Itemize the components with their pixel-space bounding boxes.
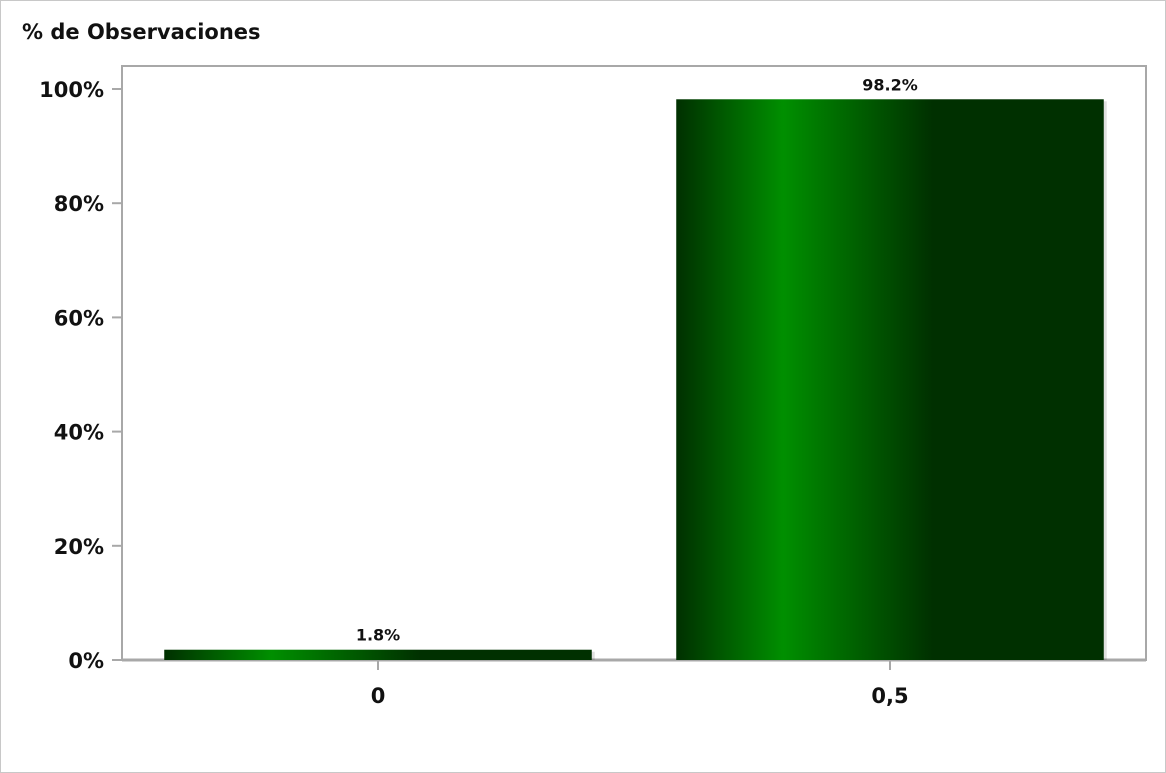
bar [676,99,1104,660]
y-tick-label: 20% [54,535,104,559]
data-label: 1.8% [356,626,400,645]
bar [164,649,592,660]
y-tick-label: 60% [54,306,104,330]
y-tick-label: 80% [54,192,104,216]
x-tick-label: 0 [371,684,386,708]
y-tick-label: 100% [39,78,104,102]
data-label: 98.2% [862,75,918,94]
y-tick-label: 0% [68,649,104,673]
y-axis-title: % de Observaciones [22,20,261,44]
y-tick-label: 40% [54,421,104,445]
x-tick-label: 0,5 [871,684,908,708]
